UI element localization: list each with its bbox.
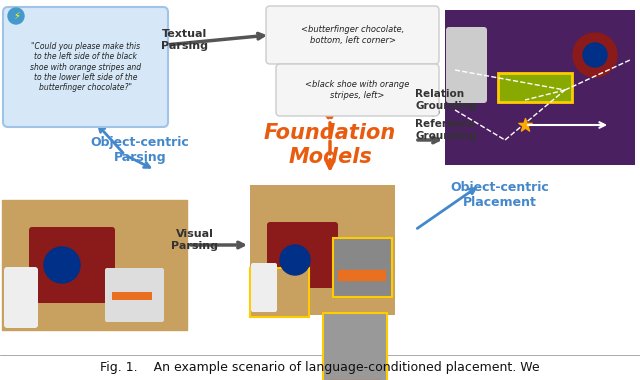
Text: Object-centric
Placement: Object-centric Placement	[451, 181, 549, 209]
Circle shape	[280, 245, 310, 275]
Circle shape	[573, 33, 617, 77]
Circle shape	[8, 8, 24, 24]
Text: Object-centric
Parsing: Object-centric Parsing	[91, 136, 189, 164]
Text: <black shoe with orange
stripes, left>: <black shoe with orange stripes, left>	[305, 80, 410, 100]
FancyBboxPatch shape	[105, 268, 164, 322]
Circle shape	[583, 43, 607, 67]
Text: Textual
Parsing: Textual Parsing	[161, 29, 209, 51]
Text: ⚡: ⚡	[13, 11, 20, 21]
Text: Reference
Grounding: Reference Grounding	[415, 119, 477, 141]
Text: Foundation
Models: Foundation Models	[264, 124, 396, 166]
FancyBboxPatch shape	[266, 6, 439, 64]
FancyBboxPatch shape	[250, 185, 395, 315]
FancyBboxPatch shape	[446, 27, 487, 103]
Text: Relation
Grounding: Relation Grounding	[415, 89, 477, 111]
Text: <butterfinger chocolate,
bottom, left corner>: <butterfinger chocolate, bottom, left co…	[301, 25, 404, 45]
FancyBboxPatch shape	[2, 200, 187, 330]
Text: Fig. 1.    An example scenario of language-conditioned placement. We: Fig. 1. An example scenario of language-…	[100, 361, 540, 375]
FancyBboxPatch shape	[29, 227, 115, 303]
FancyBboxPatch shape	[333, 238, 392, 297]
FancyBboxPatch shape	[276, 64, 439, 116]
Point	[520, 122, 530, 128]
FancyBboxPatch shape	[250, 268, 309, 317]
Text: Visual
Parsing: Visual Parsing	[172, 229, 218, 251]
FancyBboxPatch shape	[112, 292, 152, 300]
FancyBboxPatch shape	[445, 10, 635, 165]
Text: "Could you please make this
to the left side of the black
shoe with orange strip: "Could you please make this to the left …	[30, 42, 141, 92]
Circle shape	[44, 247, 80, 283]
FancyBboxPatch shape	[498, 73, 572, 102]
FancyBboxPatch shape	[4, 267, 38, 328]
FancyBboxPatch shape	[3, 7, 168, 127]
FancyBboxPatch shape	[251, 263, 277, 312]
FancyBboxPatch shape	[323, 313, 387, 380]
FancyBboxPatch shape	[267, 222, 338, 288]
